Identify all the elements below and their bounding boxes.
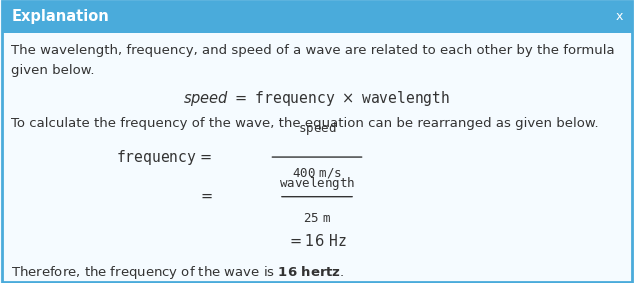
Bar: [2, 1, 632, 33]
Text: $\mathtt{400\ m/s}$: $\mathtt{400\ m/s}$: [292, 166, 342, 180]
Text: $\mathit{speed}\ =\ \mathtt{frequency}\ \times\ \mathtt{wavelength}$: $\mathit{speed}\ =\ \mathtt{frequency}\ …: [183, 89, 451, 108]
Text: x: x: [615, 10, 623, 23]
Text: Therefore, the frequency of the wave is $\bf{16\ hertz}$.: Therefore, the frequency of the wave is …: [11, 264, 345, 281]
Text: given below.: given below.: [11, 64, 95, 77]
Text: To calculate the frequency of the wave, the equation can be rearranged as given : To calculate the frequency of the wave, …: [11, 117, 599, 130]
Text: $= 16\ \mathtt{Hz}$: $= 16\ \mathtt{Hz}$: [287, 233, 347, 250]
Text: Therefore, the frequency of the wave is: Therefore, the frequency of the wave is: [0, 282, 1, 283]
Text: $\mathtt{wavelength}$: $\mathtt{wavelength}$: [279, 175, 355, 192]
Text: The wavelength, frequency, and speed of a wave are related to each other by the : The wavelength, frequency, and speed of …: [11, 44, 615, 57]
Text: $\mathtt{25\ m}$: $\mathtt{25\ m}$: [303, 212, 331, 225]
Text: =: =: [200, 189, 212, 204]
Text: $\mathtt{frequency}$ =: $\mathtt{frequency}$ =: [116, 147, 212, 167]
Text: Explanation: Explanation: [11, 9, 109, 24]
Text: $\mathtt{speed}$: $\mathtt{speed}$: [298, 120, 336, 137]
